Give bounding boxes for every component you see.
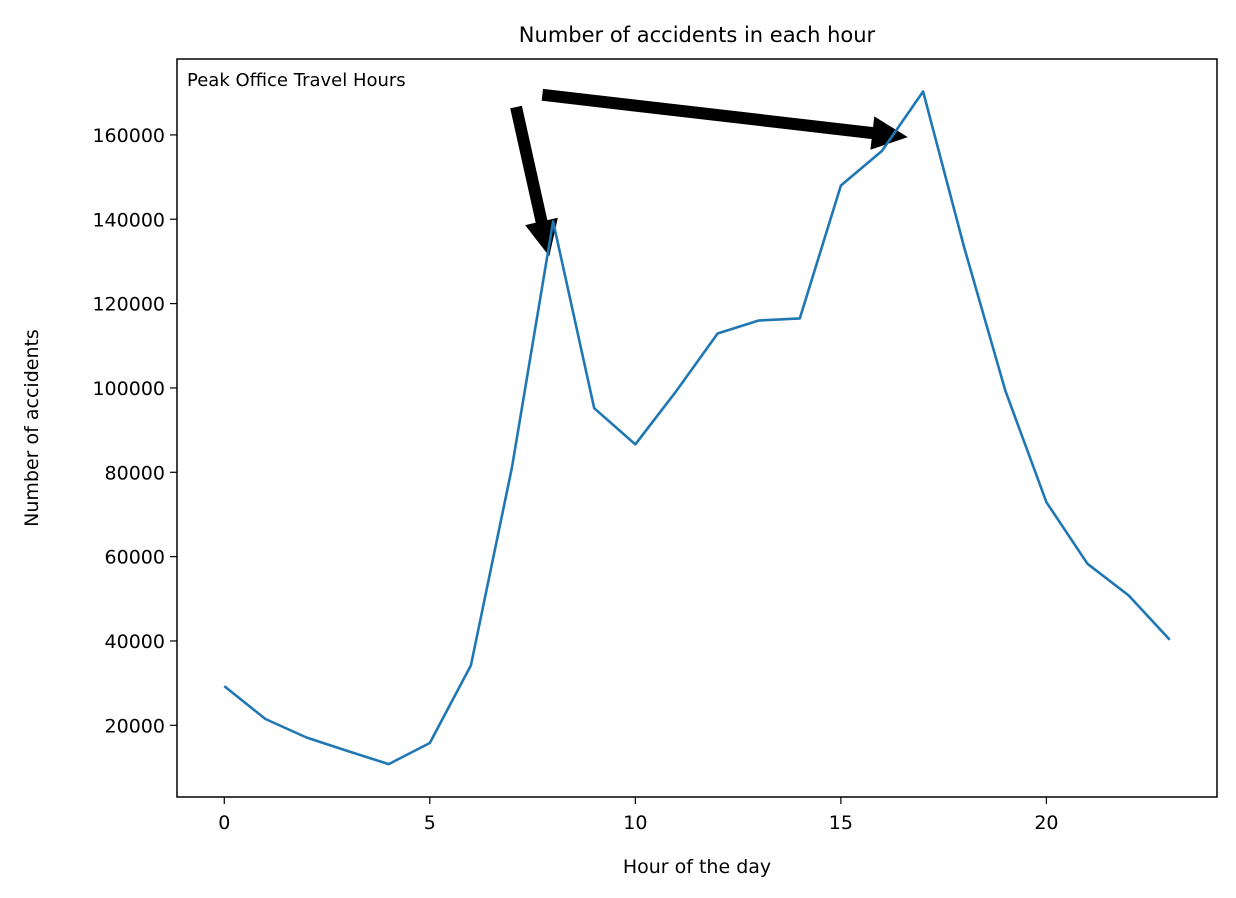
y-axis-label: Number of accidents (21, 329, 43, 527)
y-tick-label: 120000 (92, 294, 165, 316)
series-line (223, 90, 1171, 766)
annotation-arrow (541, 88, 908, 150)
annotation-arrow (510, 105, 558, 257)
y-tick-label: 20000 (105, 715, 165, 737)
y-tick-label: 100000 (92, 378, 165, 400)
plot-frame (176, 58, 1218, 798)
y-tick-label: 160000 (92, 125, 165, 147)
y-tick-label: 40000 (105, 631, 165, 653)
y-tick-label: 80000 (105, 462, 165, 484)
annotation-layer (510, 88, 908, 257)
y-tick-label: 140000 (92, 209, 165, 231)
x-axis-label: Hour of the day (623, 856, 771, 878)
y-tick-label: 60000 (105, 547, 165, 569)
series-layer (223, 90, 1171, 766)
x-tick-label: 15 (829, 812, 853, 834)
y-axis: 20000 40000 60000 80000 100000 120000 140000 16… (92, 125, 177, 737)
chart-title: Number of accidents in each hour (519, 23, 876, 47)
x-tick-label: 5 (424, 812, 436, 834)
x-tick-label: 0 (218, 812, 230, 834)
x-tick-label: 20 (1034, 812, 1058, 834)
annotation-text: Peak Office Travel Hours (187, 70, 406, 91)
x-tick-label: 10 (623, 812, 647, 834)
x-axis: 0 5 10 15 20 (218, 797, 1059, 834)
